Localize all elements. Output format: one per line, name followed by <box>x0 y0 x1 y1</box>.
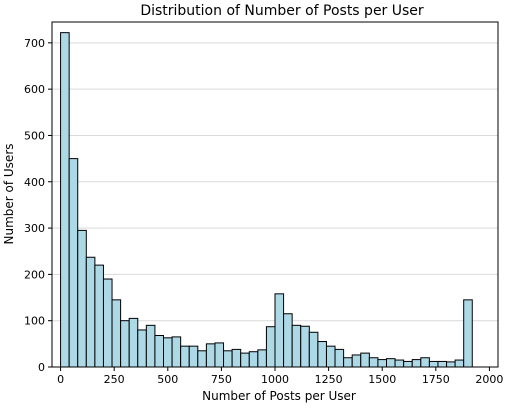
bar-5 <box>102 278 113 368</box>
bar-30 <box>317 341 327 368</box>
bar-8 <box>128 317 139 368</box>
bar-34 <box>351 354 362 368</box>
bar-7 <box>120 320 130 368</box>
bar-47 <box>463 299 473 368</box>
bar-45 <box>446 361 456 368</box>
bars <box>60 32 473 368</box>
bar-6 <box>111 299 122 368</box>
y-tick-label-4: 400 <box>24 176 45 189</box>
bar-37 <box>377 359 387 368</box>
bar-23 <box>257 349 267 368</box>
y-tick-label-3: 300 <box>24 222 45 235</box>
bar-11 <box>154 335 165 368</box>
y-tick-label-1: 100 <box>24 315 45 328</box>
x-tick-label-4: 1000 <box>261 373 289 386</box>
bar-22 <box>248 351 259 368</box>
y-tick-label-0: 0 <box>38 361 45 374</box>
bar-25 <box>274 293 285 368</box>
bar-15 <box>188 345 199 368</box>
bar-31 <box>325 345 336 368</box>
bar-46 <box>454 359 465 368</box>
x-tick-label-0: 0 <box>57 373 64 386</box>
bar-40 <box>403 360 413 368</box>
x-tick-label-5: 1250 <box>315 373 343 386</box>
bar-32 <box>334 348 345 368</box>
bar-10 <box>145 324 156 368</box>
y-tick-label-7: 700 <box>24 37 45 50</box>
y-axis-label: Number of Users <box>2 143 16 244</box>
y-tick-label-5: 500 <box>24 129 45 142</box>
bar-35 <box>360 352 370 368</box>
x-tick-label-7: 1750 <box>422 373 450 386</box>
bar-26 <box>283 313 293 368</box>
bar-12 <box>163 337 173 368</box>
bar-19 <box>223 350 233 368</box>
bar-18 <box>214 342 225 368</box>
bar-42 <box>420 357 430 368</box>
bar-21 <box>240 352 250 368</box>
bar-36 <box>368 357 379 368</box>
bar-3 <box>85 256 96 368</box>
bar-20 <box>231 348 242 368</box>
bar-24 <box>265 326 276 368</box>
bar-13 <box>171 336 182 368</box>
y-tick-label-6: 600 <box>24 83 45 96</box>
bar-29 <box>308 331 319 368</box>
bar-1 <box>68 158 79 368</box>
bar-4 <box>94 264 104 368</box>
bar-0 <box>60 32 70 368</box>
y-tick-label-2: 200 <box>24 268 45 281</box>
bar-27 <box>291 324 302 368</box>
grid-lines <box>52 42 498 322</box>
x-tick-label-2: 500 <box>157 373 178 386</box>
bar-2 <box>77 229 87 368</box>
x-tick-label-3: 750 <box>211 373 232 386</box>
bar-33 <box>343 357 353 368</box>
x-axis: 0 250 500 750 1000 1250 1500 1750 2000 <box>57 367 503 386</box>
x-tick-label-1: 250 <box>104 373 125 386</box>
bar-9 <box>137 329 147 368</box>
bar-44 <box>437 360 448 368</box>
x-axis-label: Number of Posts per User <box>202 389 356 403</box>
bar-16 <box>197 350 207 368</box>
bar-39 <box>394 359 405 368</box>
bar-38 <box>386 358 396 368</box>
bar-41 <box>411 359 422 368</box>
chart-title: Distribution of Number of Posts per User <box>140 3 424 19</box>
x-tick-label-8: 2000 <box>475 373 503 386</box>
bar-17 <box>205 343 216 368</box>
bar-28 <box>300 325 310 368</box>
bar-43 <box>428 360 439 368</box>
x-tick-label-6: 1500 <box>368 373 396 386</box>
bar-14 <box>180 345 190 368</box>
y-axis: 0 100 200 300 400 500 600 700 <box>24 37 52 374</box>
